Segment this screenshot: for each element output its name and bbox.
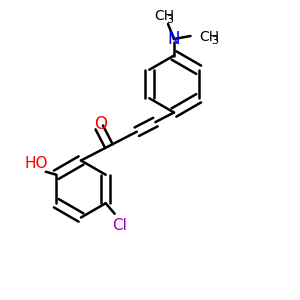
Text: 3: 3: [166, 15, 173, 26]
Text: HO: HO: [24, 156, 48, 171]
Text: Cl: Cl: [112, 218, 127, 233]
Text: CH: CH: [200, 30, 220, 44]
Text: N: N: [168, 30, 180, 48]
Text: 3: 3: [212, 36, 218, 46]
Text: O: O: [94, 115, 107, 133]
Text: CH: CH: [154, 9, 175, 22]
